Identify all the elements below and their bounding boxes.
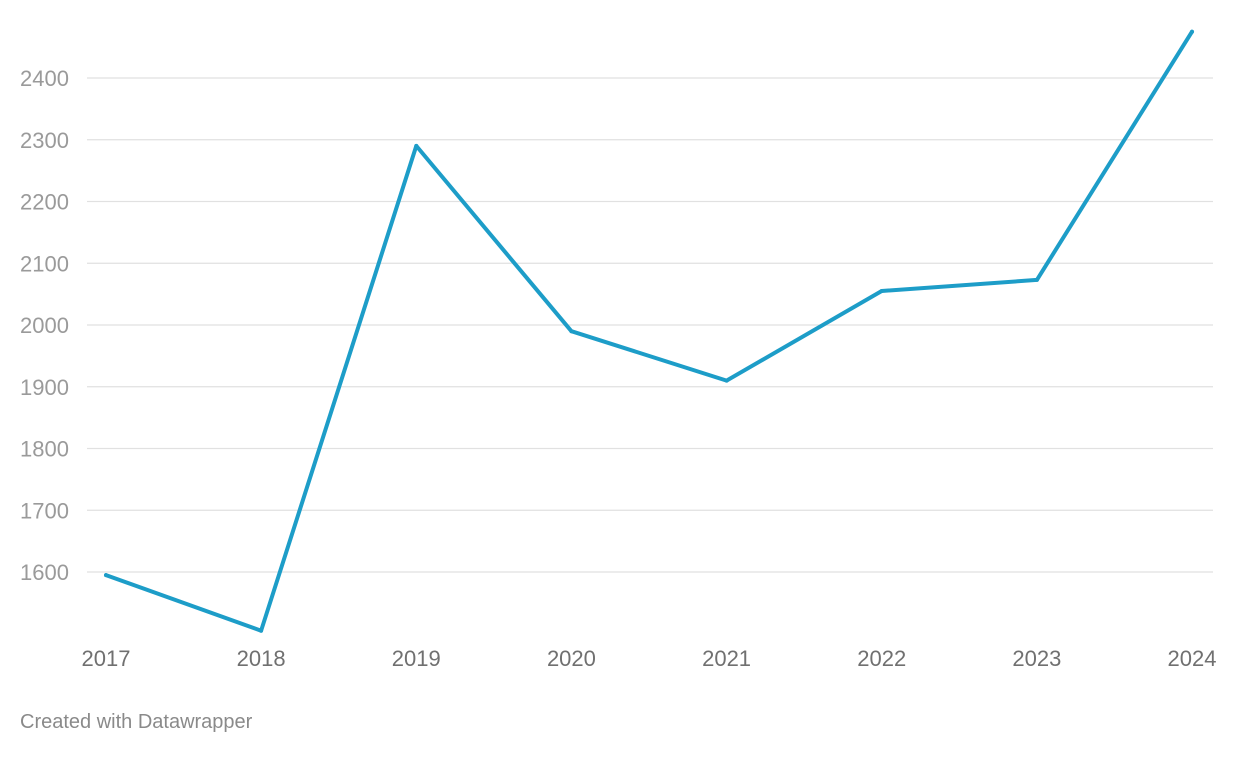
data-point-2020: [569, 329, 574, 334]
x-tick-label: 2019: [392, 646, 441, 671]
line-chart: 1600 1700 1800 1900 2000 2100 2200 2300 2400 201…: [20, 29, 1217, 671]
x-axis-ticks: 2017 2018 2019 2020 2021 2022 2023 2024: [82, 646, 1217, 671]
data-point-2023: [1034, 277, 1039, 282]
x-tick-label: 2024: [1168, 646, 1217, 671]
series-line: [104, 29, 1194, 633]
series-layer: [104, 29, 1194, 633]
data-point-2019: [414, 143, 419, 148]
x-tick-label: 2020: [547, 646, 596, 671]
y-tick-label: 1900: [20, 375, 69, 400]
x-tick-label: 2022: [857, 646, 906, 671]
data-point-2022: [879, 289, 884, 293]
y-tick-label: 2400: [20, 66, 69, 91]
y-tick-label: 2200: [20, 190, 69, 215]
credit-text: Created with Datawrapper: [20, 711, 253, 733]
x-tick-label: 2018: [237, 646, 286, 671]
y-tick-label: 2100: [20, 251, 69, 276]
y-tick-label: 2000: [20, 313, 69, 338]
data-point-2018: [259, 628, 264, 633]
gridlines: [87, 77, 1213, 573]
x-tick-label: 2017: [82, 646, 131, 671]
data-point-2024: [1190, 29, 1194, 34]
x-tick-label: 2021: [702, 646, 751, 671]
y-tick-label: 2300: [20, 128, 69, 153]
y-tick-label: 1800: [20, 437, 69, 462]
data-point-2017: [104, 573, 108, 578]
y-tick-label: 1700: [20, 498, 69, 523]
y-axis-ticks: 1600 1700 1800 1900 2000 2100 2200 2300 2400: [20, 66, 69, 585]
y-tick-label: 1600: [20, 560, 69, 585]
data-point-2021: [724, 378, 729, 383]
x-tick-label: 2023: [1012, 646, 1061, 671]
